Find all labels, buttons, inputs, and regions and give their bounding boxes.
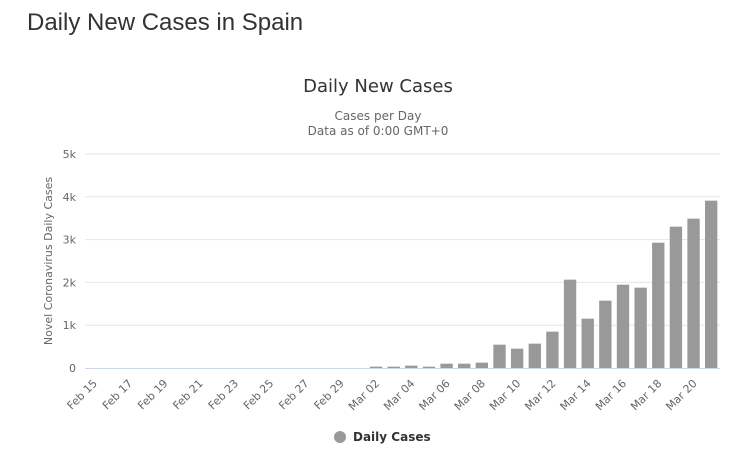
bar-mar-07 xyxy=(458,363,471,368)
x-tick-label: Feb 27 xyxy=(276,377,311,412)
x-tick-label: Mar 18 xyxy=(628,377,664,413)
x-tick-label: Feb 29 xyxy=(312,377,347,412)
x-tick-label: Feb 23 xyxy=(206,377,241,412)
y-tick-label: 1k xyxy=(63,319,77,332)
bar-mar-19 xyxy=(669,226,683,368)
bar-mar-04 xyxy=(405,365,418,368)
bar-mar-13 xyxy=(563,279,577,368)
x-tick-label: Mar 08 xyxy=(452,377,488,413)
x-tick-label: Mar 02 xyxy=(346,377,382,413)
x-tick-label: Mar 16 xyxy=(593,377,629,413)
x-tick-label: Feb 17 xyxy=(100,377,135,412)
bar-mar-03 xyxy=(387,366,400,368)
x-tick-label: Feb 21 xyxy=(170,377,205,412)
bar-mar-21 xyxy=(705,200,718,368)
bar-mar-20 xyxy=(687,218,700,368)
x-tick-label: Mar 04 xyxy=(381,377,417,413)
x-tick-label: Feb 15 xyxy=(65,377,100,412)
bar-mar-11 xyxy=(528,343,541,368)
bar-mar-14 xyxy=(581,318,594,368)
x-tick-label: Feb 19 xyxy=(135,377,170,412)
chart-subtitle: Cases per Day xyxy=(335,109,422,123)
x-tick-label: Mar 12 xyxy=(522,377,558,413)
x-tick-label: Mar 06 xyxy=(416,377,452,413)
x-tick-label: Feb 25 xyxy=(241,377,276,412)
x-tick-label: Mar 20 xyxy=(663,377,699,413)
chart-title: Daily New Cases xyxy=(303,76,453,97)
bar-mar-15 xyxy=(599,300,612,368)
bar-mar-02 xyxy=(369,366,383,368)
y-axis-label: Novel Coronavirus Daily Cases xyxy=(42,177,55,345)
bar-mar-05 xyxy=(422,366,436,368)
bar-mar-18 xyxy=(652,242,665,368)
bar-mar-17 xyxy=(634,287,647,368)
bar-mar-09 xyxy=(493,344,506,368)
bar-mar-10 xyxy=(510,348,524,368)
legend-marker-icon xyxy=(334,431,346,443)
bar-mar-08 xyxy=(475,362,489,368)
bar-mar-12 xyxy=(546,331,559,368)
legend-item-daily-cases[interactable]: Daily Cases xyxy=(353,430,431,444)
y-tick-label: 2k xyxy=(63,276,77,289)
y-tick-label: 4k xyxy=(63,191,77,204)
x-tick-label: Mar 10 xyxy=(487,377,523,413)
bar-mar-16 xyxy=(616,284,630,368)
y-tick-label: 5k xyxy=(63,148,77,161)
x-tick-label: Mar 14 xyxy=(558,377,594,413)
bar-mar-06 xyxy=(440,363,453,368)
y-tick-label: 0 xyxy=(69,362,76,375)
y-tick-label: 3k xyxy=(63,234,77,247)
chart-subtitle: Data as of 0:00 GMT+0 xyxy=(308,124,449,138)
page-title: Daily New Cases in Spain xyxy=(27,9,304,36)
